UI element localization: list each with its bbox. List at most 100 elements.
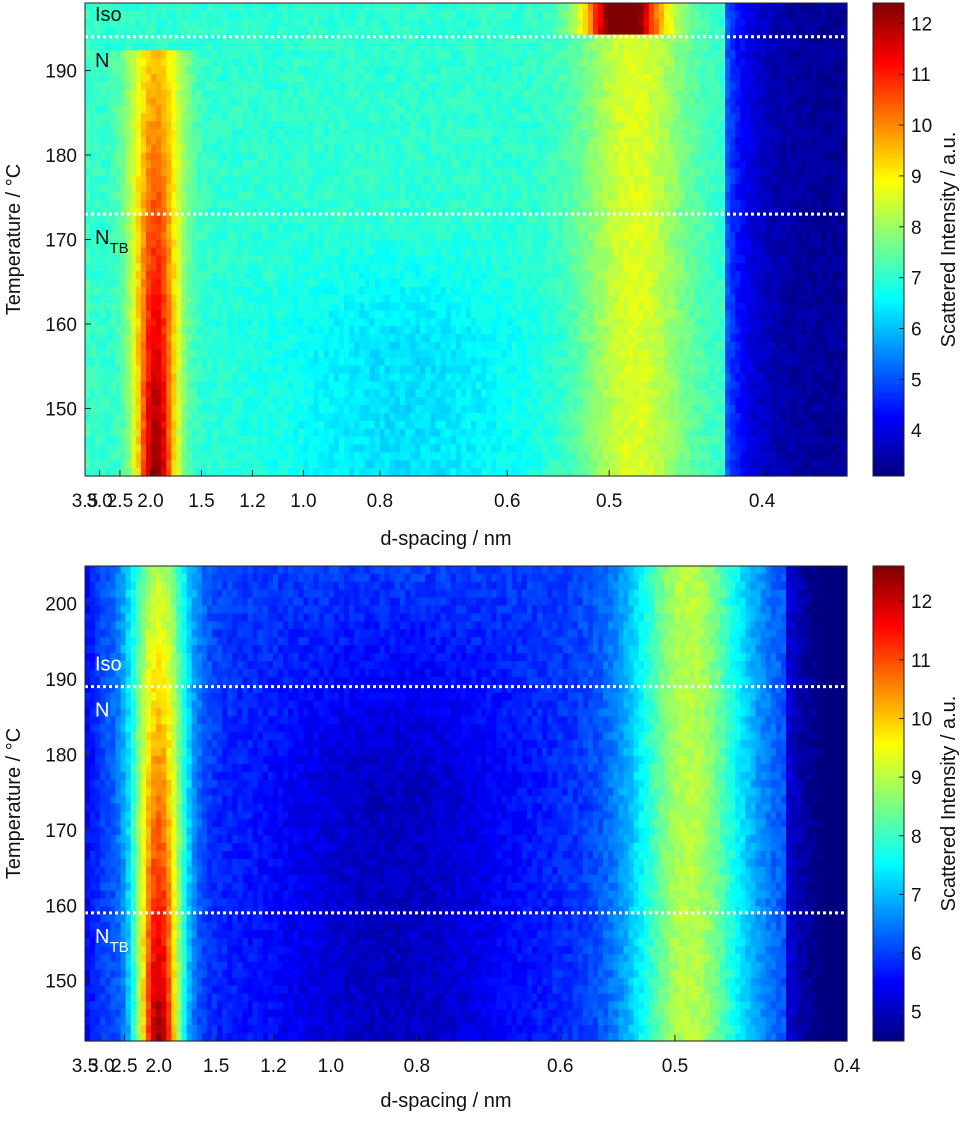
heatmap-cell <box>181 168 188 178</box>
heatmap-cell <box>262 42 269 51</box>
heatmap-cell <box>511 113 518 122</box>
heatmap-cell <box>267 34 274 44</box>
heatmap-cell <box>333 207 340 217</box>
heatmap-cell <box>389 26 396 36</box>
heatmap-cell <box>704 105 711 114</box>
heatmap-cell <box>780 34 787 44</box>
heatmap-cell <box>130 26 137 36</box>
heatmap-cell <box>526 89 533 99</box>
heatmap-cell <box>750 160 757 170</box>
heatmap-cell <box>532 215 538 225</box>
heatmap-cell <box>577 192 584 201</box>
heatmap-cell <box>120 66 127 75</box>
heatmap-cell <box>476 50 482 59</box>
heatmap-cell <box>293 192 299 201</box>
heatmap-cell <box>608 97 614 107</box>
heatmap-cell <box>613 152 619 162</box>
heatmap-cell <box>105 81 111 91</box>
heatmap-cell <box>816 231 823 241</box>
heatmap-cell <box>735 18 741 28</box>
heatmap-cell <box>476 160 482 170</box>
heatmap-cell <box>349 3 355 12</box>
heatmap-cell <box>293 105 299 114</box>
heatmap-cell <box>135 42 142 51</box>
heatmap-cell <box>557 207 564 217</box>
heatmap-cell <box>212 10 218 20</box>
heatmap-cell <box>252 247 259 256</box>
heatmap-cell <box>471 26 477 36</box>
heatmap-cell <box>709 207 716 217</box>
heatmap-cell <box>608 89 614 99</box>
heatmap-cell <box>537 255 543 264</box>
heatmap-cell <box>318 223 325 233</box>
heatmap-cell <box>669 113 675 122</box>
heatmap-cell <box>481 184 487 193</box>
heatmap-cell <box>730 10 736 20</box>
heatmap-cell <box>344 137 350 146</box>
heatmap-cell <box>669 34 675 44</box>
heatmap-cell <box>562 255 569 264</box>
heatmap-cell <box>613 176 619 185</box>
heatmap-cell <box>267 26 274 36</box>
heatmap-cell <box>85 50 91 59</box>
heatmap-cell <box>760 58 767 67</box>
heatmap-cell <box>430 192 437 201</box>
heatmap-cell <box>760 144 767 154</box>
heatmap-cell <box>90 160 96 170</box>
heatmap-cell <box>405 66 411 75</box>
heatmap-cell <box>471 3 477 12</box>
heatmap-cell <box>618 113 625 122</box>
heatmap-cell <box>455 10 462 20</box>
heatmap-cell <box>110 152 117 162</box>
heatmap-cell <box>237 144 244 154</box>
heatmap-cell <box>836 192 843 201</box>
heatmap-cell <box>841 97 848 107</box>
heatmap-cell <box>272 168 279 178</box>
heatmap-cell <box>135 215 142 225</box>
heatmap-cell <box>151 152 157 162</box>
heatmap-cell <box>806 184 813 193</box>
heatmap-cell <box>278 239 284 248</box>
heatmap-cell <box>339 105 345 114</box>
heatmap-cell <box>181 89 188 99</box>
heatmap-cell <box>526 58 533 67</box>
heatmap-cell <box>516 247 523 256</box>
heatmap-cell <box>466 200 472 209</box>
heatmap-cell <box>120 200 127 209</box>
heatmap-cell <box>125 58 132 67</box>
heatmap-cell <box>608 66 614 75</box>
heatmap-cell <box>623 137 630 146</box>
heatmap-cell <box>186 263 193 272</box>
heatmap-cell <box>425 18 432 28</box>
heatmap-cell <box>806 160 813 170</box>
heatmap-cell <box>85 121 91 130</box>
heatmap-cell <box>313 152 320 162</box>
heatmap-cell <box>511 255 518 264</box>
heatmap-cell <box>603 176 609 185</box>
heatmap-cell <box>308 34 315 44</box>
heatmap-cell <box>405 255 411 264</box>
heatmap-cell <box>577 18 584 28</box>
heatmap-cell <box>638 10 645 20</box>
heatmap-cell <box>674 129 680 138</box>
heatmap-cell <box>191 223 198 233</box>
heatmap-cell <box>247 200 254 209</box>
heatmap-cell <box>288 105 294 114</box>
heatmap-cell <box>740 66 746 75</box>
heatmap-cell <box>725 176 731 185</box>
heatmap-cell <box>323 192 330 201</box>
heatmap-cell <box>125 137 132 146</box>
heatmap-cell <box>648 66 655 75</box>
heatmap-cell <box>196 223 203 233</box>
heatmap-cell <box>262 223 269 233</box>
heatmap-cell <box>191 129 198 138</box>
heatmap-cell <box>405 121 411 130</box>
heatmap-cell <box>359 184 365 193</box>
heatmap-cell <box>212 113 218 122</box>
heatmap-cell <box>166 18 172 28</box>
heatmap-cell <box>648 81 655 91</box>
heatmap-cell <box>460 18 467 28</box>
heatmap-cell <box>318 176 325 185</box>
heatmap-cell <box>399 176 406 185</box>
heatmap-cell <box>333 34 340 44</box>
